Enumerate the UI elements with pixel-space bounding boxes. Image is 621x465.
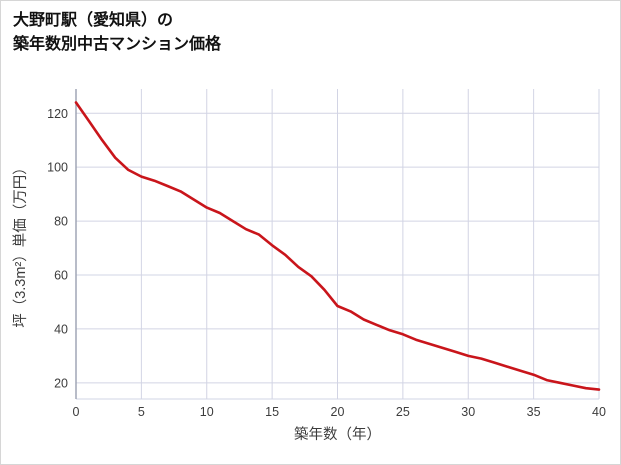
horizontal-gridlines xyxy=(76,112,599,384)
vertical-gridlines xyxy=(140,89,600,399)
chart-title-line1: 大野町駅（愛知県）の xyxy=(13,12,174,29)
y-tick-label: 20 xyxy=(54,376,68,390)
chart-title-line2: 築年数別中古マンション価格 xyxy=(13,36,222,53)
x-tick-label: 0 xyxy=(73,405,80,419)
x-axis-label: 築年数（年） xyxy=(294,425,381,443)
y-tick-label: 120 xyxy=(47,107,68,121)
price-line xyxy=(74,101,601,391)
x-tick-label: 40 xyxy=(592,405,606,419)
x-tick-label: 35 xyxy=(527,405,541,419)
x-tick-label: 25 xyxy=(396,405,410,419)
y-tick-label: 40 xyxy=(54,322,68,336)
y-tick-label: 80 xyxy=(54,215,68,229)
x-tick-label: 5 xyxy=(138,405,145,419)
x-tick-label: 10 xyxy=(200,405,214,419)
x-tick-label: 20 xyxy=(331,405,345,419)
y-axis-label: 坪（3.3m²）単価（万円） xyxy=(12,160,29,328)
x-tick-label: 15 xyxy=(265,405,279,419)
x-tick-label: 30 xyxy=(461,405,475,419)
y-tick-label: 60 xyxy=(54,269,68,283)
chart-title: 大野町駅（愛知県）の 築年数別中古マンション価格 xyxy=(13,9,221,57)
y-tick-label: 100 xyxy=(47,161,68,175)
